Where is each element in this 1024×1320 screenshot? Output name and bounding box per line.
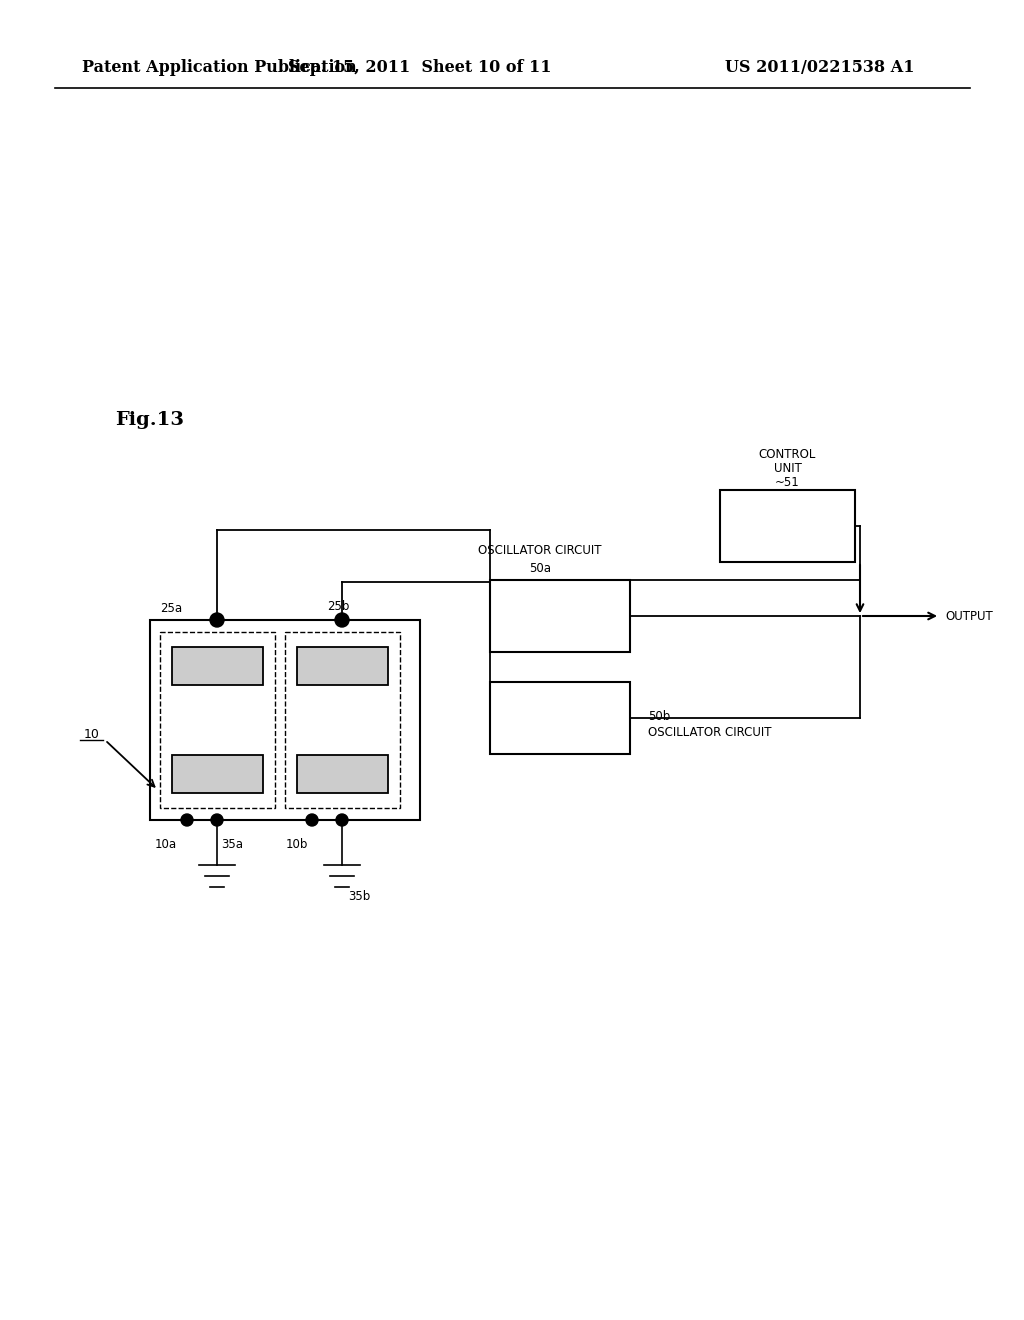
Text: 35a: 35a	[221, 838, 243, 851]
Text: US 2011/0221538 A1: US 2011/0221538 A1	[725, 59, 914, 77]
Bar	[720, 490, 855, 562]
Bar	[285, 632, 400, 808]
Bar	[172, 755, 263, 793]
Circle shape	[211, 814, 223, 826]
Bar	[160, 632, 275, 808]
Text: OSCILLATOR CIRCUIT: OSCILLATOR CIRCUIT	[648, 726, 771, 738]
Bar	[490, 579, 630, 652]
Circle shape	[181, 814, 193, 826]
Text: 25a: 25a	[160, 602, 182, 615]
Circle shape	[306, 814, 318, 826]
Text: Fig.13: Fig.13	[115, 411, 184, 429]
Text: Patent Application Publication: Patent Application Publication	[82, 59, 356, 77]
Text: UNIT: UNIT	[773, 462, 802, 474]
Circle shape	[210, 612, 224, 627]
Text: 50a: 50a	[529, 561, 551, 574]
Bar	[297, 755, 388, 793]
Text: ~51: ~51	[775, 475, 800, 488]
Circle shape	[336, 814, 348, 826]
Text: CONTROL: CONTROL	[759, 447, 816, 461]
Bar	[172, 647, 263, 685]
Text: Sep. 15, 2011  Sheet 10 of 11: Sep. 15, 2011 Sheet 10 of 11	[288, 59, 552, 77]
Text: 50b: 50b	[648, 710, 671, 722]
Text: OUTPUT: OUTPUT	[945, 610, 992, 623]
Circle shape	[335, 612, 349, 627]
Text: OSCILLATOR CIRCUIT: OSCILLATOR CIRCUIT	[478, 544, 602, 557]
Bar	[490, 682, 630, 754]
Text: 35b: 35b	[348, 890, 371, 903]
Text: 25b: 25b	[327, 599, 349, 612]
Bar	[297, 647, 388, 685]
Text: 10: 10	[84, 729, 100, 742]
Text: 10b: 10b	[286, 838, 308, 851]
Text: 10a: 10a	[155, 838, 177, 851]
Bar	[150, 620, 420, 820]
